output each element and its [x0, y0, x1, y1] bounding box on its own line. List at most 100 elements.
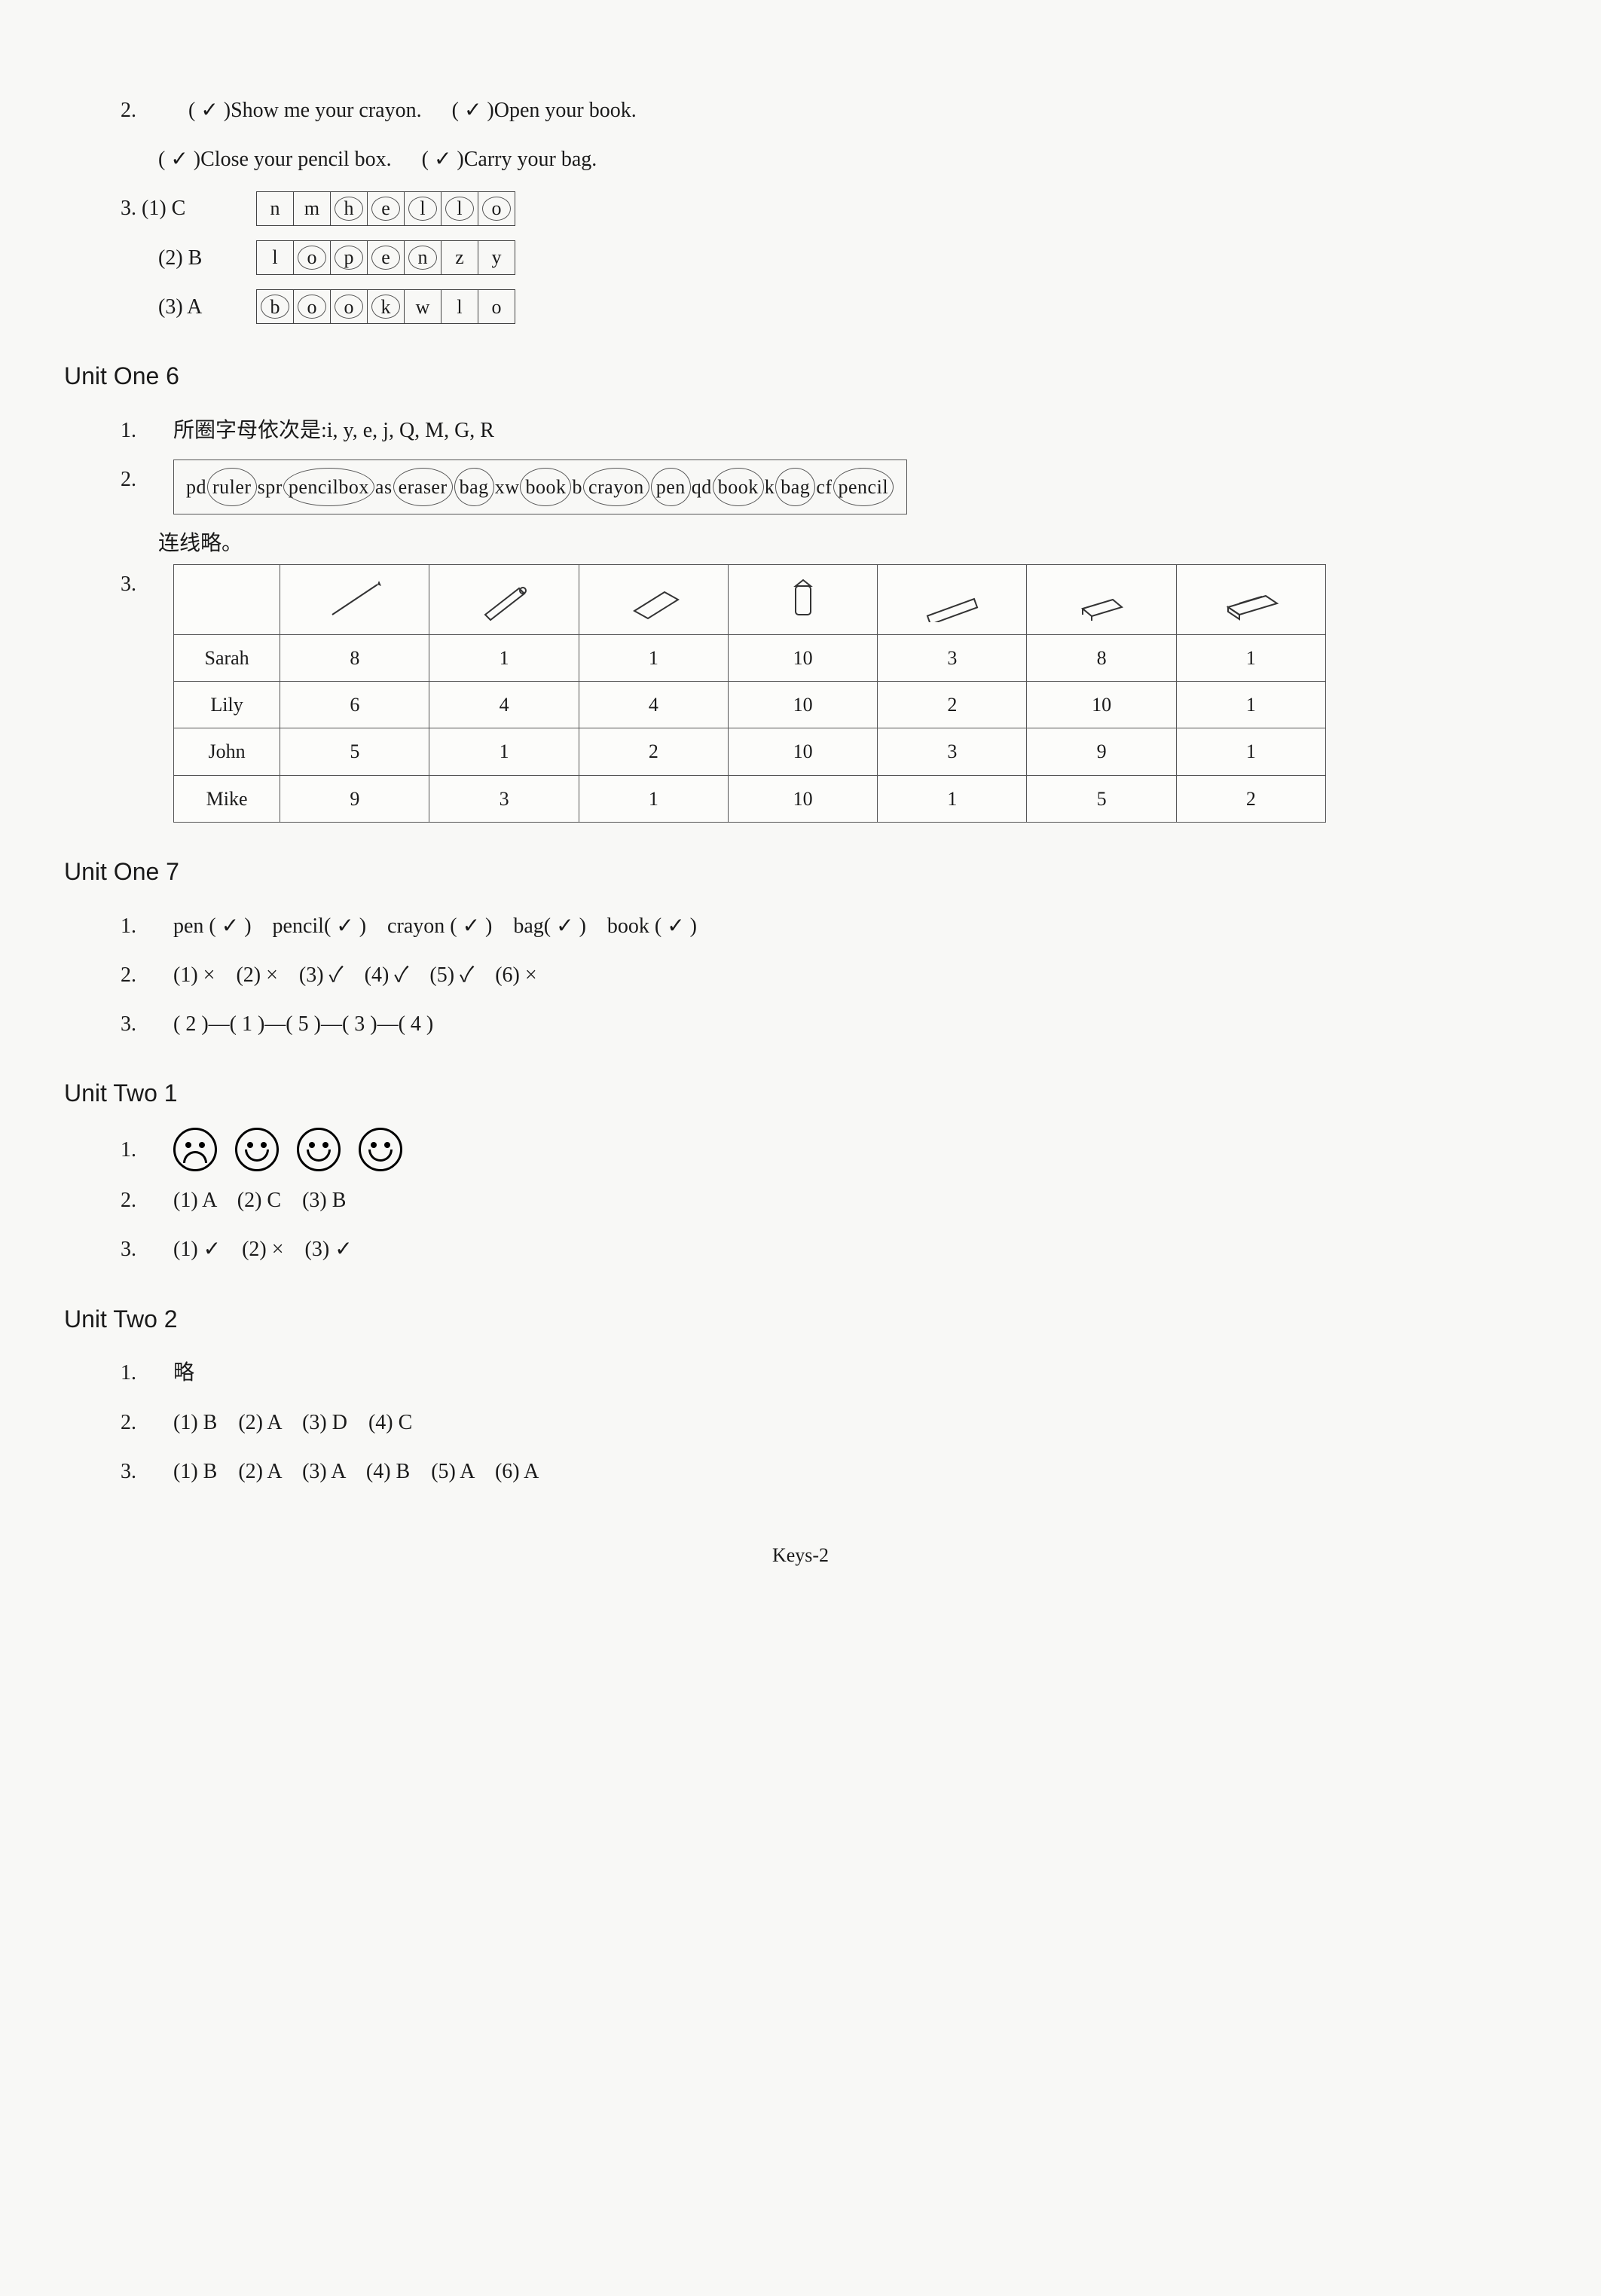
top-block: 2. ( ✓ )Show me your crayon. ( ✓ )Open y…: [121, 90, 1496, 327]
happy-face-icon: [359, 1128, 402, 1171]
pencilbox-icon: [1176, 564, 1325, 634]
circled-word: book: [520, 468, 571, 506]
u17-q2: (1) × (2) × (3) ✓ (4) ✓ (5) ✓ (6) ×: [173, 955, 537, 995]
letter-cell: o: [478, 192, 515, 225]
cell-value: 3: [878, 634, 1027, 681]
happy-face-icon: [235, 1128, 279, 1171]
row-name: Mike: [174, 775, 280, 822]
u17-q3-num: 3.: [121, 1004, 158, 1044]
circled-word: crayon: [583, 468, 649, 506]
u17-q1: pen ( ✓ ) pencil( ✓ ) crayon ( ✓ ) bag( …: [173, 906, 697, 946]
u17-q1-num: 1.: [121, 906, 158, 946]
table-row: Lily644102101: [174, 681, 1326, 728]
u21-q3-num: 3.: [121, 1229, 158, 1269]
u16-q3-num: 3.: [121, 564, 158, 604]
q2-item-1: ( ✓ )Open your book.: [452, 90, 637, 130]
letter-cell: o: [294, 241, 331, 274]
q3-row: (3) Abookwlo: [121, 287, 1496, 327]
table-row: Sarah81110381: [174, 634, 1326, 681]
supply-count-table: Sarah81110381Lily644102101John51210391Mi…: [173, 564, 1326, 823]
row-name: Lily: [174, 681, 280, 728]
pen-icon: [429, 564, 579, 634]
cell-value: 1: [1176, 728, 1325, 775]
letter-cell: w: [405, 290, 441, 323]
cell-value: 8: [280, 634, 429, 681]
u16-q2-num: 2.: [121, 460, 158, 499]
crayon-icon: [728, 564, 877, 634]
letter-cell: n: [405, 241, 441, 274]
page-footer: Keys-2: [105, 1537, 1496, 1574]
cell-value: 2: [579, 728, 728, 775]
circled-word: pencil: [833, 468, 894, 506]
q3-row: (2) B lopenzy: [121, 238, 1496, 278]
unit-two-2-body: 1.略 2.(1) B (2) A (3) D (4) C 3.(1) B (2…: [121, 1353, 1496, 1491]
u16-q1-num: 1.: [121, 411, 158, 450]
letter-cell: b: [257, 290, 294, 323]
circled-word: pencilbox: [283, 468, 374, 506]
filler-letters: cf: [816, 476, 832, 498]
unit-two-1-title: Unit Two 1: [64, 1070, 1496, 1116]
circled-word: pen: [651, 468, 691, 506]
cell-value: 1: [1176, 681, 1325, 728]
letter-grid: nmhello: [256, 191, 515, 226]
cell-value: 10: [728, 681, 877, 728]
q2-line2: ( ✓ )Close your pencil box. ( ✓ )Carry y…: [158, 139, 1496, 179]
u22-q1: 略: [173, 1353, 194, 1393]
letter-cell: l: [441, 192, 478, 225]
unit-one-7-title: Unit One 7: [64, 849, 1496, 895]
circled-word: bag: [454, 468, 494, 506]
circled-word: eraser: [393, 468, 453, 506]
letter-cell: y: [478, 241, 515, 274]
q3-row-label: (3) A: [158, 287, 226, 327]
letter-grid: lopenzy: [256, 240, 515, 275]
sad-face-icon: [173, 1128, 217, 1171]
filler-letters: as: [375, 476, 393, 498]
u22-q3: (1) B (2) A (3) A (4) B (5) A (6) A: [173, 1452, 539, 1491]
cell-value: 5: [1027, 775, 1176, 822]
u17-q2-num: 2.: [121, 955, 158, 995]
q2-item-2: ( ✓ )Close your pencil box.: [158, 139, 392, 179]
letter-cell: m: [294, 192, 331, 225]
eraser-icon: [579, 564, 728, 634]
unit-one-6-body: 1. 所圈字母依次是:i, y, e, j, Q, M, G, R 2. pdr…: [121, 411, 1496, 823]
cell-value: 10: [728, 728, 877, 775]
cell-value: 10: [1027, 681, 1176, 728]
u22-q3-num: 3.: [121, 1452, 158, 1491]
word-search-box: pdrulersprpencilboxaseraserbagxwbookbcra…: [173, 460, 907, 514]
cell-value: 10: [728, 634, 877, 681]
filler-letters: pd: [186, 476, 206, 498]
unit-one-7-body: 1. pen ( ✓ ) pencil( ✓ ) crayon ( ✓ ) bag…: [121, 906, 1496, 1045]
q3-row-label: 3. (1) C: [121, 188, 226, 228]
filler-letters: xw: [495, 476, 520, 498]
row-name: Sarah: [174, 634, 280, 681]
cell-value: 3: [429, 775, 579, 822]
letter-cell: h: [331, 192, 368, 225]
u17-q3: ( 2 )—( 1 )—( 5 )—( 3 )—( 4 ): [173, 1004, 433, 1044]
u16-q2-note: 连线略。: [158, 524, 1496, 563]
ruler-icon: [878, 564, 1027, 634]
filler-letters: b: [572, 476, 582, 498]
u21-q2: (1) A (2) C (3) B: [173, 1180, 346, 1220]
letter-cell: l: [405, 192, 441, 225]
cell-value: 2: [1176, 775, 1325, 822]
letter-cell: k: [368, 290, 405, 323]
q2-number: 2.: [121, 90, 158, 130]
cell-value: 1: [878, 775, 1027, 822]
faces-row: [173, 1128, 420, 1171]
filler-letters: k: [765, 476, 775, 498]
row-name: John: [174, 728, 280, 775]
circled-word: ruler: [207, 468, 257, 506]
u22-q2: (1) B (2) A (3) D (4) C: [173, 1403, 412, 1443]
letter-cell: l: [441, 290, 478, 323]
q3-row-label: (2) B: [158, 238, 226, 278]
table-row: John51210391: [174, 728, 1326, 775]
cell-value: 9: [280, 775, 429, 822]
pencil-icon: [280, 564, 429, 634]
letter-cell: o: [478, 290, 515, 323]
letter-grid: bookwlo: [256, 289, 515, 324]
filler-letters: spr: [258, 476, 283, 498]
unit-two-1-body: 1. 2.(1) A (2) C (3) B 3.(1) ✓ (2) × (3)…: [121, 1128, 1496, 1269]
letter-cell: o: [331, 290, 368, 323]
cell-value: 1: [1176, 634, 1325, 681]
table-corner: [174, 564, 280, 634]
